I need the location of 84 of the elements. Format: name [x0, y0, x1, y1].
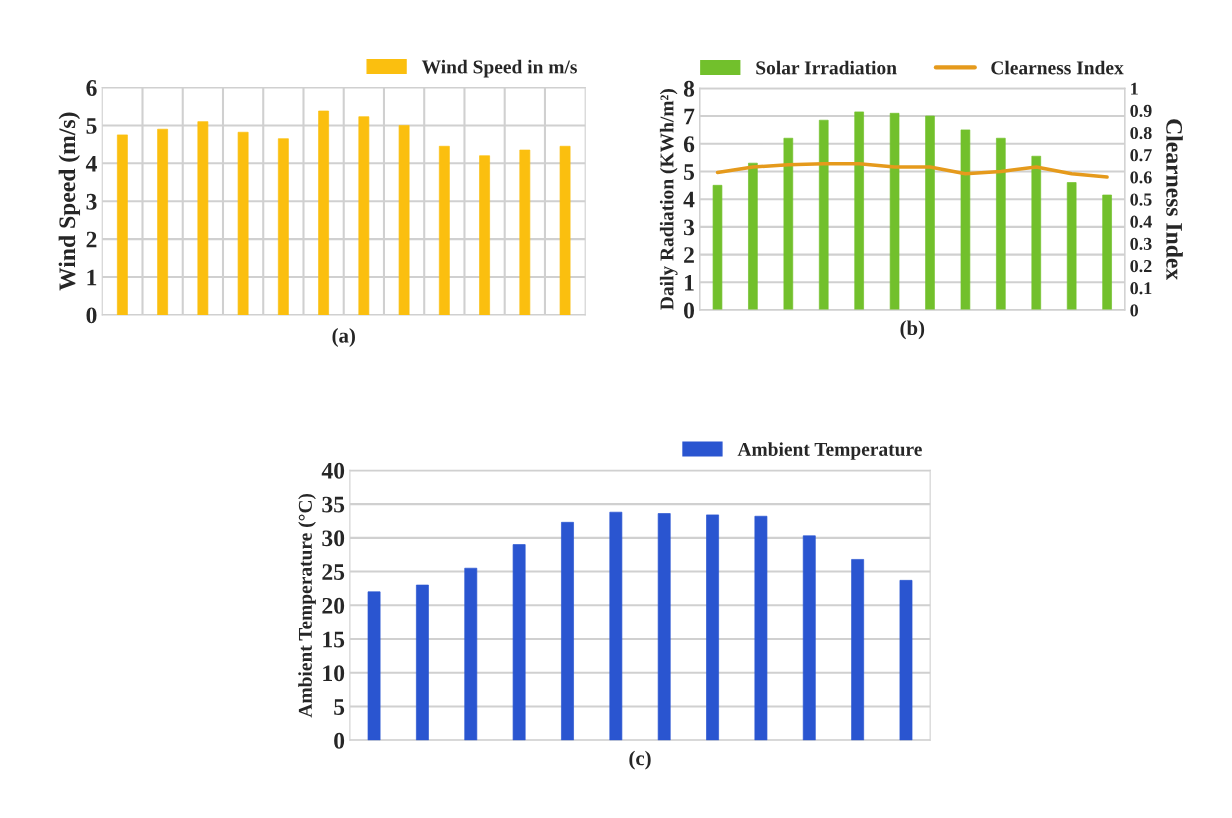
- y-tick-label: 1: [685, 274, 694, 291]
- bar: [783, 137, 794, 311]
- y2-tick-label: 0.7: [1130, 149, 1152, 162]
- bar: [960, 129, 971, 311]
- y-tick-label: 5: [684, 164, 695, 180]
- y2-tick-label: 0.2: [1130, 259, 1152, 273]
- bar: [367, 591, 381, 741]
- legend-label: Clearness Index: [991, 60, 1124, 75]
- y-tick-label: 7: [684, 108, 695, 125]
- y2-tick-label: 0.4: [1130, 215, 1152, 228]
- y2-tick-label: 0.1: [1130, 282, 1152, 295]
- y-axis-title: Ambient Temperature (°C): [298, 493, 316, 718]
- bar: [818, 119, 829, 311]
- y-axis-title: Wind Speed (m/s): [58, 112, 81, 291]
- bar: [925, 115, 935, 311]
- x-axis-title: (a): [332, 327, 355, 347]
- y-tick-label: 4: [85, 155, 97, 172]
- bar: [416, 584, 429, 741]
- bar: [996, 137, 1006, 311]
- legend-label: Ambient Temperature: [737, 442, 922, 460]
- y-tick-label: 5: [86, 118, 97, 134]
- y2-tick-label: 1: [1131, 82, 1138, 95]
- y-tick-label: 1: [87, 269, 97, 286]
- bar: [398, 125, 410, 315]
- y-tick-label: 0: [86, 307, 97, 324]
- bar: [1066, 182, 1077, 311]
- bar: [197, 121, 209, 315]
- bar: [657, 513, 671, 741]
- y-axis-title: Daily Radiation (KWh/m²): [659, 89, 678, 310]
- y-tick-label: 3: [684, 219, 695, 236]
- bar: [519, 149, 531, 315]
- bar: [277, 138, 289, 315]
- bar: [1102, 194, 1112, 311]
- y-tick-label: 40: [321, 462, 345, 479]
- y-tick-label: 25: [322, 564, 345, 580]
- bar: [117, 134, 128, 315]
- bar: [851, 559, 865, 741]
- bar: [802, 535, 816, 741]
- bar: [559, 145, 571, 315]
- y-tick-label: 8: [683, 80, 695, 97]
- y-tick-label: 6: [86, 80, 97, 96]
- y2-axis-title: Clearness Index: [1166, 119, 1183, 281]
- bar: [706, 514, 719, 741]
- bar: [889, 112, 900, 311]
- y-tick-label: 0: [684, 302, 695, 319]
- bar: [237, 131, 249, 315]
- y-tick-label: 30: [322, 530, 345, 547]
- y-tick-label: 35: [322, 496, 345, 513]
- legend-label: Wind Speed in m/s: [421, 59, 577, 78]
- bar: [512, 544, 526, 741]
- bar: [712, 184, 723, 311]
- legend-label: Solar Irradiation: [756, 60, 897, 75]
- y-tick-label: 5: [334, 699, 345, 715]
- bar: [1031, 155, 1042, 311]
- y-tick-label: 4: [683, 191, 695, 208]
- bar: [854, 111, 864, 311]
- x-axis-title: (c): [629, 750, 651, 770]
- y-tick-label: 3: [86, 193, 97, 210]
- bar: [438, 145, 450, 315]
- y-tick-label: 2: [684, 247, 694, 263]
- bar: [479, 155, 490, 315]
- y2-tick-label: 0.9: [1130, 104, 1152, 118]
- line-series: [715, 161, 1109, 179]
- bar: [464, 567, 478, 741]
- y-tick-label: 20: [322, 597, 345, 614]
- bar: [609, 511, 623, 741]
- y2-tick-label: 0.6: [1130, 171, 1152, 184]
- y-tick-label: 0: [334, 732, 345, 749]
- bar: [157, 128, 168, 315]
- bar: [748, 162, 758, 311]
- bar: [561, 521, 574, 741]
- y2-tick-label: 0: [1130, 304, 1139, 317]
- bar: [754, 515, 768, 741]
- y2-tick-label: 0.3: [1130, 237, 1152, 251]
- y-tick-label: 6: [683, 136, 695, 153]
- y-tick-label: 2: [86, 231, 97, 248]
- y2-tick-label: 0.5: [1130, 193, 1152, 206]
- bar: [318, 110, 329, 315]
- bar: [358, 116, 370, 315]
- y-tick-label: 10: [323, 665, 345, 682]
- y2-tick-label: 0.8: [1130, 126, 1152, 140]
- y-tick-label: 15: [323, 631, 345, 648]
- x-axis-title: (b): [900, 320, 925, 340]
- bar: [899, 580, 913, 741]
